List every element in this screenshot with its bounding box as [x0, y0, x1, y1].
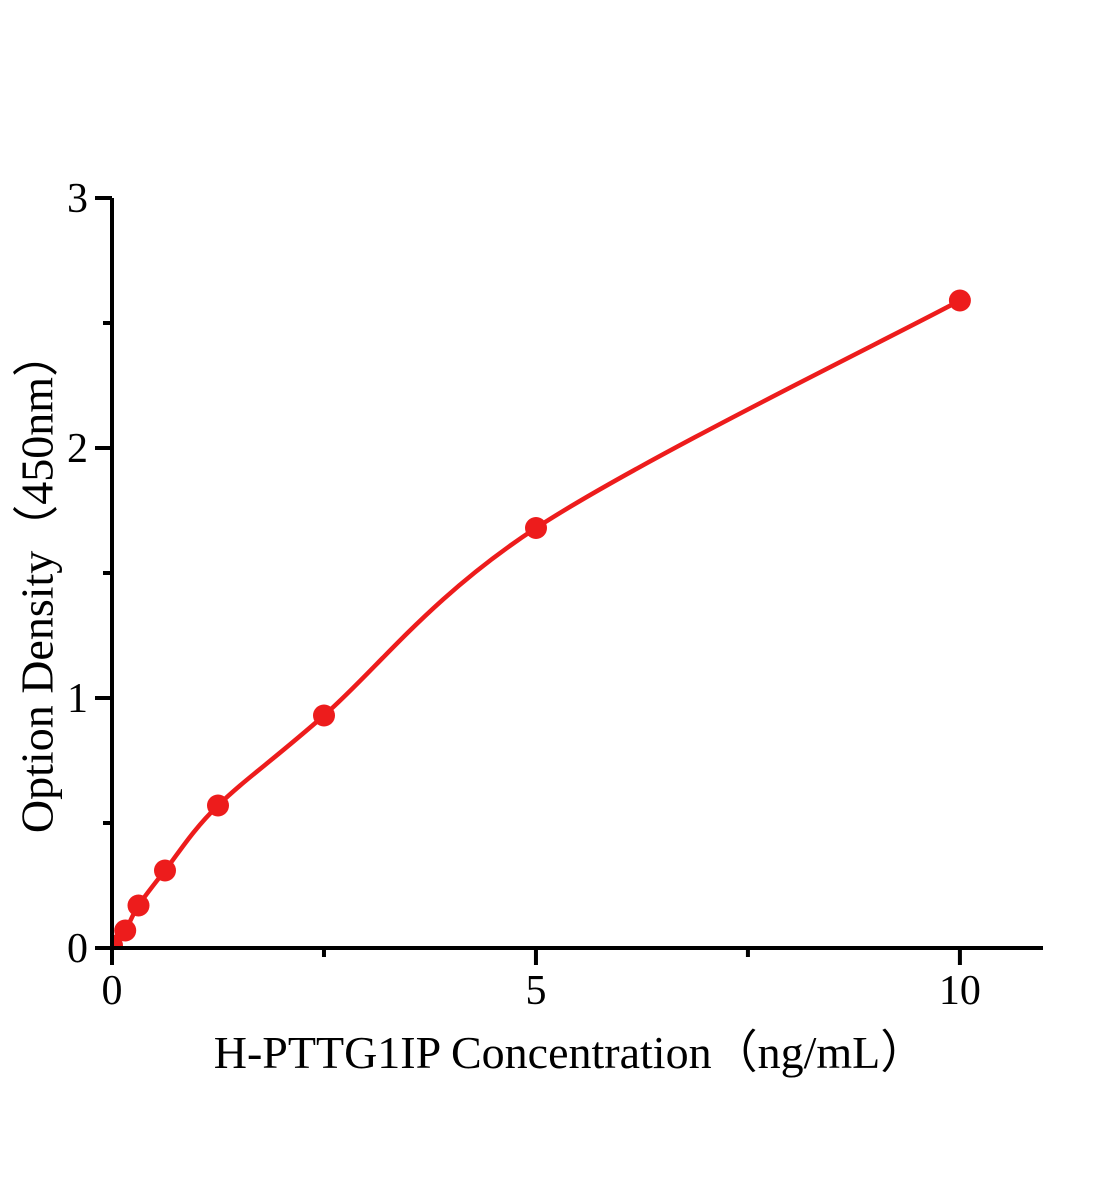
y-tick-label: 2 — [67, 426, 88, 472]
data-point-marker — [114, 934, 123, 946]
data-point-marker — [154, 859, 176, 882]
x-axis-title: H-PTTG1IP Concentration（ng/mL） — [213, 1027, 927, 1078]
data-point-marker — [948, 289, 971, 312]
x-tick-label: 5 — [525, 968, 546, 1014]
y-axis-title: Option Density（450nm） — [11, 330, 63, 834]
x-tick-label: 10 — [939, 968, 981, 1014]
y-tick-label: 0 — [67, 926, 88, 972]
y-axis-tick-labels: 0 1 2 3 — [67, 176, 88, 972]
y-tick-label: 3 — [67, 176, 88, 222]
data-point-marker — [525, 517, 547, 539]
x-tick-label: 0 — [102, 968, 123, 1014]
data-point-marker — [313, 704, 335, 727]
y-tick-label: 1 — [67, 676, 88, 722]
axis-ticks — [95, 196, 962, 965]
data-point-marker — [207, 794, 229, 817]
x-axis-tick-labels: 0 5 10 — [102, 968, 981, 1014]
data-point-marker — [114, 919, 137, 942]
fitted-curve — [114, 298, 963, 946]
data-series — [114, 289, 971, 946]
data-point-marker — [127, 894, 150, 917]
